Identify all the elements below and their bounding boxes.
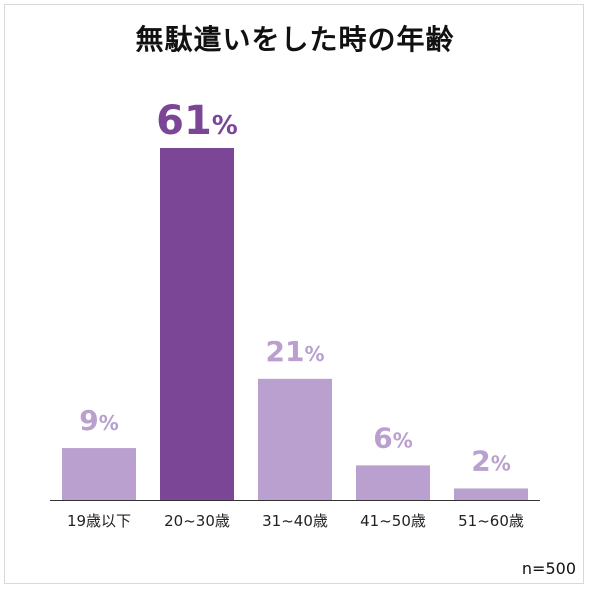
bar-4 xyxy=(356,465,430,500)
category-label-3: 31~40歳 xyxy=(262,512,328,530)
bar-1 xyxy=(62,448,136,500)
data-label-3: 21% xyxy=(265,335,324,368)
chart-title: 無駄遣いをした時の年齢 xyxy=(135,23,455,56)
data-label-4: 6% xyxy=(373,421,413,454)
data-label-5: 2% xyxy=(471,444,511,477)
category-label-2: 20~30歳 xyxy=(164,512,230,530)
bar-2 xyxy=(160,148,234,500)
data-label-1: 9% xyxy=(79,404,119,437)
category-label-5: 51~60歳 xyxy=(458,512,524,530)
category-label-4: 41~50歳 xyxy=(360,512,426,530)
data-label-2: 61% xyxy=(156,98,238,144)
category-label-1: 19歳以下 xyxy=(67,512,131,530)
sample-size-note: n=500 xyxy=(521,559,576,578)
bar-3 xyxy=(258,378,332,500)
bar-5 xyxy=(454,488,528,500)
